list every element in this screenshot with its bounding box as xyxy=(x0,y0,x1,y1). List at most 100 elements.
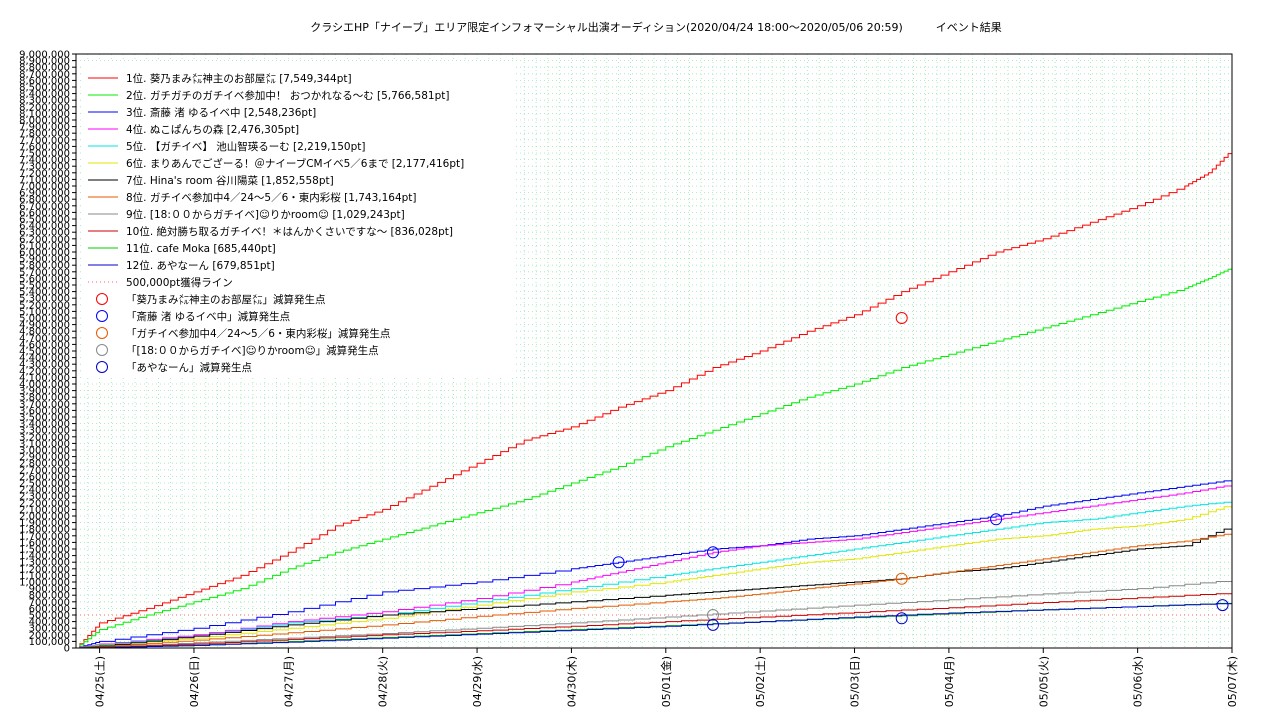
y-tick-label: 3,600,000 xyxy=(19,406,70,417)
y-tick-label: 5,700,000 xyxy=(19,267,70,278)
x-tick-label: 05/01(金) xyxy=(659,656,673,707)
y-tick-label: 8,700,000 xyxy=(19,69,70,80)
series-line-10 xyxy=(76,592,1233,649)
y-tick-label: 6,300,000 xyxy=(19,228,70,239)
y-tick-label: 2,700,000 xyxy=(19,465,70,476)
legend-marker-4 xyxy=(96,344,108,356)
y-tick-label: 700,000 xyxy=(29,597,70,608)
x-tick-label: 04/25(土) xyxy=(94,656,107,707)
legend: 1位. 葵乃まみ㍍神主のお部屋㍍ [7,549,344pt] 2位. ガチガチのガ… xyxy=(84,62,514,378)
deduction-marker-1 xyxy=(895,312,908,324)
deduction-marker-2 xyxy=(612,556,625,569)
deduction-marker-2 xyxy=(990,513,1003,526)
y-tick-label: 4,100,000 xyxy=(19,373,70,384)
x-tick-label: 04/29(水) xyxy=(471,656,484,707)
legend-label-8: 8位. ガチイベ参加中4／24〜5／6・東内彩桜 [1,743,164pt] xyxy=(126,191,417,204)
y-axis-ticks: 0100,000200,000300,000400,000500,000600,… xyxy=(19,50,76,655)
y-tick-label: 5,500,000 xyxy=(19,281,70,292)
y-tick-label: 1,900,000 xyxy=(19,518,70,529)
y-tick-label: 3,700,000 xyxy=(19,399,70,410)
legend-marker-label-3: 「ガチイベ参加中4／24〜5／6・東内彩桜」減算発生点 xyxy=(126,327,390,340)
legend-marker-label-1: 「葵乃まみ㍍神主のお部屋㍍」減算発生点 xyxy=(126,293,326,306)
y-tick-label: 1,500,000 xyxy=(19,545,70,556)
x-tick-label: 04/28(火) xyxy=(377,656,390,707)
legend-label-11: 11位. cafe Moka [685,440pt] xyxy=(126,242,276,255)
y-tick-label: 6,700,000 xyxy=(19,201,70,212)
y-tick-label: 8,200,000 xyxy=(19,102,70,113)
y-tick-label: 7,500,000 xyxy=(19,149,70,160)
y-tick-label: 5,000,000 xyxy=(19,314,70,325)
y-tick-label: 8,600,000 xyxy=(19,76,70,87)
series-line-2 xyxy=(76,267,1233,649)
y-tick-label: 2,600,000 xyxy=(19,472,70,483)
y-tick-label: 1,700,000 xyxy=(19,531,70,542)
y-tick-label: 8,400,000 xyxy=(19,89,70,100)
y-tick-label: 7,100,000 xyxy=(19,175,70,186)
y-tick-label: 200,000 xyxy=(29,630,70,641)
x-axis-ticks: 04/25(土) 04/26(日) 04/27(月) 04/28(火) 04/29(水)… xyxy=(94,648,1239,707)
y-tick-label: 3,400,000 xyxy=(19,419,70,430)
y-tick-label: 2,000,000 xyxy=(19,512,70,523)
y-tick-label: 3,500,000 xyxy=(19,413,70,424)
y-tick-label: 6,900,000 xyxy=(19,188,70,199)
y-tick-label: 2,100,000 xyxy=(19,505,70,516)
y-tick-label: 6,100,000 xyxy=(19,241,70,252)
y-tick-label: 6,000,000 xyxy=(19,248,70,259)
series-line-6 xyxy=(76,504,1233,649)
y-tick-label: 2,800,000 xyxy=(19,459,70,470)
deduction-marker-5 xyxy=(706,618,719,631)
y-tick-label: 1,800,000 xyxy=(19,525,70,536)
y-tick-label: 600,000 xyxy=(29,604,70,615)
y-tick-label: 5,100,000 xyxy=(19,307,70,318)
y-tick-label: 5,200,000 xyxy=(19,300,70,311)
y-tick-label: 400,000 xyxy=(29,617,70,628)
legend-marker-2 xyxy=(96,310,108,322)
legend-label-4: 4位. ぬこぱんちの森 [2,476,305pt] xyxy=(126,123,299,136)
y-tick-label: 7,700,000 xyxy=(19,135,70,146)
deduction-markers xyxy=(612,312,1229,631)
series-lines xyxy=(76,149,1233,649)
y-tick-label: 1,300,000 xyxy=(19,558,70,569)
legend-marker-1 xyxy=(96,293,108,305)
series-line-9 xyxy=(76,580,1233,649)
deduction-marker-4 xyxy=(706,609,719,621)
y-tick-label: 8,900,000 xyxy=(19,56,70,67)
y-tick-label: 4,000,000 xyxy=(19,380,70,391)
legend-label-reference: 500,000pt獲得ライン xyxy=(126,276,233,289)
legend-marker-label-4: 「[18:００からガチイベ]☺りかroom☺」減算発生点 xyxy=(126,344,379,357)
y-tick-label: 4,300,000 xyxy=(19,360,70,371)
y-tick-label: 8,800,000 xyxy=(19,63,70,74)
y-tick-label: 3,000,000 xyxy=(19,446,70,457)
legend-label-9: 9位. [18:００からガチイベ]☺りかroom☺ [1,029,243pt] xyxy=(126,208,405,221)
legend-label-12: 12位. あやなーん [679,851pt] xyxy=(126,259,275,272)
y-tick-label: 4,800,000 xyxy=(19,327,70,338)
y-tick-label: 800,000 xyxy=(29,591,70,602)
y-tick-label: 4,400,000 xyxy=(19,353,70,364)
deduction-marker-5 xyxy=(895,612,908,625)
y-tick-label: 6,600,000 xyxy=(19,208,70,219)
y-tick-label: 1,100,000 xyxy=(19,571,70,582)
y-tick-label: 2,200,000 xyxy=(19,498,70,509)
legend-marker-3 xyxy=(96,327,108,339)
legend-label-3: 3位. 斎藤 渚 ゆるイベ中 [2,548,236pt] xyxy=(126,106,316,119)
x-tick-label: 05/03(日) xyxy=(849,656,862,707)
x-tick-label: 05/05(火) xyxy=(1037,656,1050,707)
y-tick-label: 2,300,000 xyxy=(19,492,70,503)
y-tick-label: 1,200,000 xyxy=(19,564,70,575)
deduction-marker-5 xyxy=(1216,599,1229,612)
y-tick-label: 0 xyxy=(64,644,70,655)
chart-title: クラシエHP「ナイーブ」エリア限定インフォマーシャル出演オーディション(2020… xyxy=(310,20,1001,34)
y-tick-label: 3,200,000 xyxy=(19,432,70,443)
legend-label-10: 10位. 絶対勝ち取るガチイベ！＊はんかくさいですな〜 [836,028pt] xyxy=(126,225,453,238)
y-tick-label: 7,800,000 xyxy=(19,129,70,140)
x-tick-label: 05/02(土) xyxy=(754,656,767,707)
y-tick-label: 6,400,000 xyxy=(19,221,70,232)
y-tick-label: 5,400,000 xyxy=(19,287,70,298)
y-tick-label: 3,900,000 xyxy=(19,386,70,397)
legend-label-2: 2位. ガチガチのガチイベ参加中！ おつかれなる〜む [5,766,581pt] xyxy=(126,89,449,102)
x-tick-label: 04/30(木) xyxy=(565,656,578,707)
x-tick-label: 05/04(月) xyxy=(943,656,956,707)
y-tick-label: 9,000,000 xyxy=(19,50,70,61)
y-tick-label: 1,000,000 xyxy=(19,578,70,589)
legend-label-5: 5位. 【ガチイベ】 池山智瑛るーむ [2,219,150pt] xyxy=(126,140,365,153)
